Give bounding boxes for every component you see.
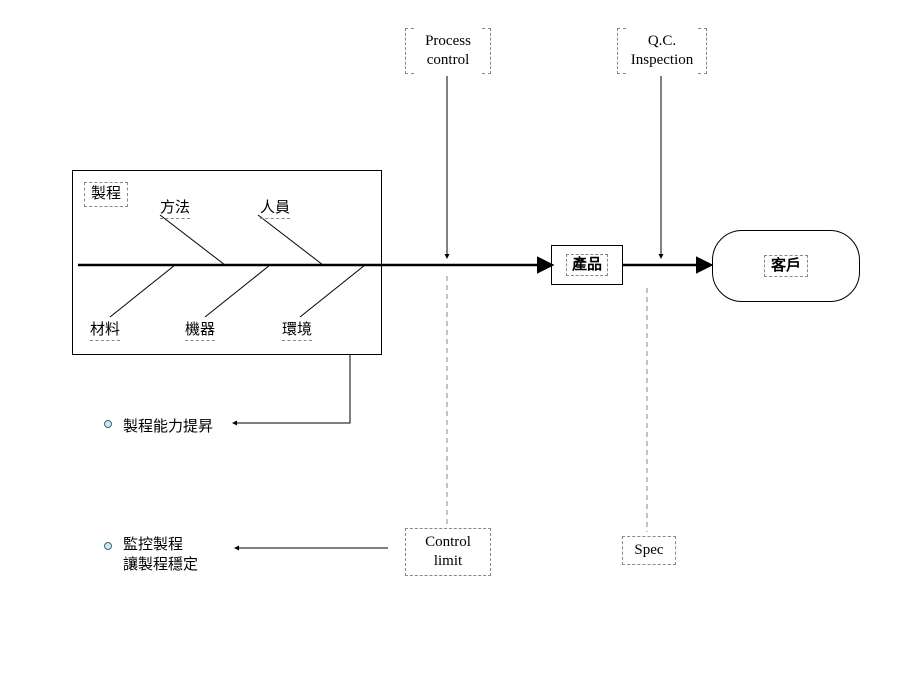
- customer-box: 客戶: [712, 230, 860, 302]
- factor-machine: 機器: [185, 318, 215, 339]
- product-label: 產品: [566, 254, 608, 277]
- process-title-text: 製程: [91, 185, 121, 204]
- customer-label: 客戶: [764, 255, 808, 278]
- control-limit-box: Control limit: [405, 528, 491, 576]
- bullet-icon: [104, 542, 112, 550]
- bullet-icon: [104, 420, 112, 428]
- product-box: 產品: [551, 245, 623, 285]
- monitor-label: 監控製程 讓製程穩定: [123, 535, 198, 576]
- factor-material: 材料: [90, 318, 120, 339]
- factor-environment: 環境: [282, 318, 312, 339]
- qc-inspection-label: Q.C. Inspection: [617, 28, 707, 74]
- factor-method: 方法: [160, 196, 190, 217]
- improvement-label: 製程能力提昇: [123, 415, 213, 436]
- spec-box: Spec: [622, 536, 676, 565]
- diagram-canvas: 製程 方法 人員 材料 機器 環境 Process control Q.C. I…: [0, 0, 920, 690]
- process-control-label: Process control: [405, 28, 491, 74]
- factor-person: 人員: [260, 196, 290, 217]
- process-title: 製程: [84, 182, 128, 207]
